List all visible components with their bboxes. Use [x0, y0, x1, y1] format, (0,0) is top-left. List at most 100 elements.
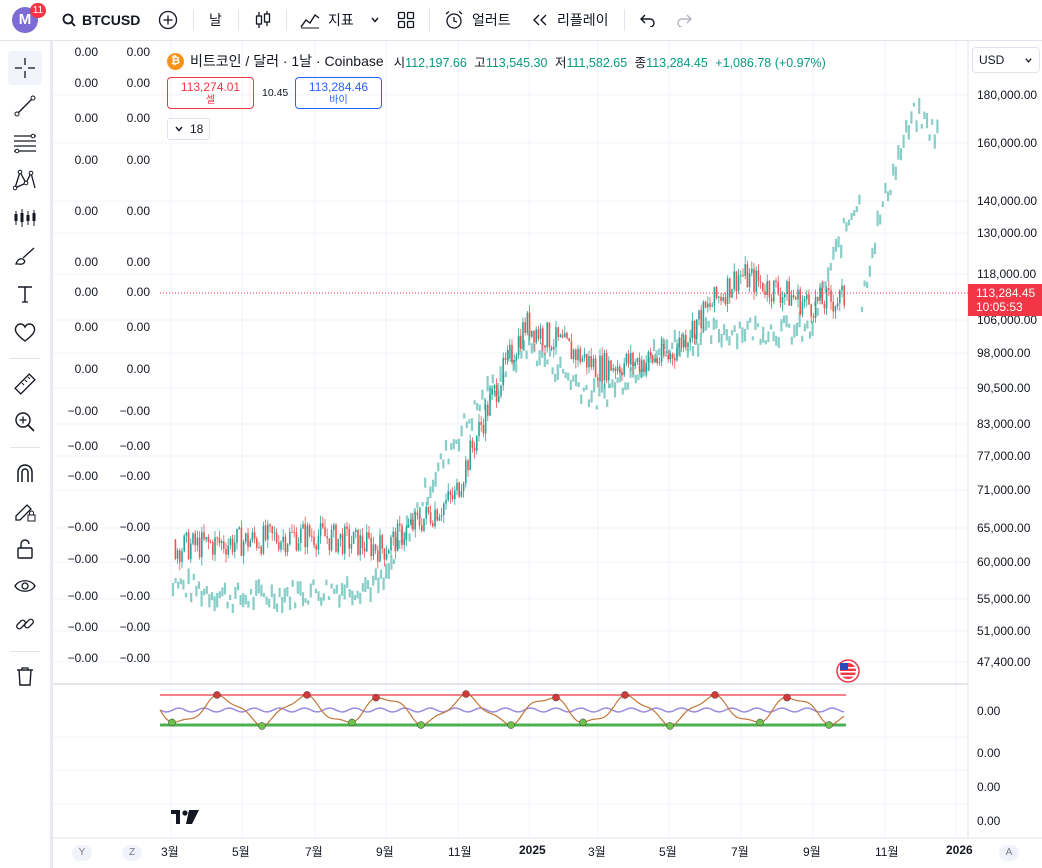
- candle-body: [374, 544, 377, 551]
- zoom-in-icon: [15, 412, 35, 432]
- candle-body: [469, 440, 471, 471]
- undo-button[interactable]: [638, 0, 656, 40]
- candle-body: [284, 536, 287, 552]
- symbol-title[interactable]: 비트코인 / 달러 · 1날 · Coinbase: [190, 53, 384, 69]
- candle-body: [405, 527, 408, 540]
- candle-body: [792, 295, 795, 298]
- candle-body: [183, 535, 185, 552]
- candle-body: [610, 360, 612, 371]
- candle-body: [828, 288, 830, 290]
- brush-tool[interactable]: [8, 239, 42, 273]
- buy-signal-dot: [666, 722, 674, 730]
- sell-button[interactable]: 113,274.01 셀: [167, 77, 254, 109]
- spread-value: 10.45: [262, 87, 289, 99]
- text-tool[interactable]: [8, 277, 42, 311]
- grid-layout-icon: [397, 11, 415, 29]
- indicator-value: 0.00: [126, 285, 150, 299]
- candle-body: [289, 532, 291, 545]
- candle-body: [654, 358, 656, 362]
- candle-body: [487, 404, 489, 416]
- trend-line-tool[interactable]: [8, 89, 42, 123]
- chart-type-button[interactable]: [254, 0, 272, 40]
- price-axis-label: 77,000.00: [977, 449, 1031, 463]
- candle-body: [509, 344, 511, 350]
- currency-select[interactable]: USD: [972, 47, 1040, 73]
- candle-body: [748, 272, 751, 288]
- log-scale-button[interactable]: Y: [72, 845, 92, 861]
- pattern-tool[interactable]: [8, 163, 42, 197]
- layouts-button[interactable]: [397, 0, 415, 40]
- indicator-value: 0.00: [126, 153, 150, 167]
- sync-drawings-tool[interactable]: [8, 607, 42, 641]
- candle-body: [775, 280, 777, 283]
- candle-body: [517, 335, 520, 356]
- replay-button[interactable]: 리플레이: [531, 0, 609, 40]
- candle-body: [352, 531, 355, 544]
- candle-body: [344, 526, 346, 554]
- candle-body: [359, 535, 361, 555]
- candle-body: [665, 355, 667, 356]
- crosshair-tool[interactable]: [8, 51, 42, 85]
- time-axis-label: 5월: [659, 845, 677, 859]
- candle-body: [348, 528, 350, 549]
- candle-body: [194, 533, 196, 546]
- candle-body: [403, 539, 405, 545]
- candle-body: [385, 553, 388, 560]
- candle-body: [632, 352, 634, 367]
- candles-forecast-icon: [14, 209, 36, 227]
- magnet-tool[interactable]: [8, 456, 42, 490]
- price-axis-label: 140,000.00: [977, 194, 1038, 208]
- forecast-tool[interactable]: [8, 201, 42, 235]
- candle-body: [781, 297, 784, 303]
- candle-body: [203, 532, 205, 540]
- candle-body: [704, 301, 707, 308]
- candle-body: [603, 353, 606, 381]
- price-chart[interactable]: [0, 41, 1042, 868]
- alert-button[interactable]: 얼러트: [444, 0, 511, 40]
- zoom-reset-button[interactable]: Z: [122, 845, 142, 861]
- indicator-templates-dropdown[interactable]: [370, 0, 380, 40]
- candle-body: [267, 524, 269, 540]
- symbol-search-button[interactable]: BTCUSD: [62, 0, 140, 40]
- compare-symbol-button[interactable]: [158, 0, 178, 40]
- indicators-button[interactable]: 지표: [300, 0, 354, 40]
- candle-body: [498, 396, 500, 402]
- candle-body: [817, 296, 819, 301]
- candle-body: [689, 338, 691, 343]
- symbol-label: BTCUSD: [82, 12, 141, 28]
- candle-body: [746, 264, 749, 288]
- top-toolbar: M 11 BTCUSD 날 지표 얼러트 리플레이: [0, 0, 1042, 41]
- candle-body: [531, 330, 533, 337]
- us-flag-event-icon[interactable]: [836, 659, 860, 683]
- candle-body: [797, 289, 799, 300]
- pencil-lock-icon: [15, 504, 36, 522]
- indicator-value: −0.00: [67, 589, 98, 603]
- favorites-tool[interactable]: [8, 315, 42, 349]
- interval-button[interactable]: 날: [209, 0, 222, 40]
- zoom-in-tool[interactable]: [8, 405, 42, 439]
- bitcoin-logo-icon: ₿: [167, 52, 184, 70]
- candle-body: [456, 482, 458, 491]
- hide-drawings-tool[interactable]: [8, 569, 42, 603]
- measure-tool[interactable]: [8, 367, 42, 401]
- candle-body: [220, 541, 223, 544]
- buy-button[interactable]: 113,284.46 바이: [295, 77, 382, 109]
- indicators-collapse-button[interactable]: 18: [167, 118, 211, 140]
- indicator-value: −0.00: [119, 552, 150, 566]
- add-circle-icon: [158, 10, 178, 30]
- candle-body: [198, 537, 201, 558]
- redo-button[interactable]: [676, 0, 694, 40]
- candle-body: [786, 281, 788, 294]
- fib-retracement-tool[interactable]: [8, 126, 42, 160]
- indicator-value: −0.00: [67, 439, 98, 453]
- indicator-value: 0.00: [126, 255, 150, 269]
- remove-drawings-tool[interactable]: [8, 659, 42, 693]
- candle-body: [803, 299, 806, 302]
- lock-drawings-tool[interactable]: [8, 494, 42, 528]
- lock-all-tool[interactable]: [8, 532, 42, 566]
- price-axis-label: 180,000.00: [977, 88, 1038, 102]
- sell-price: 113,274.01: [180, 80, 241, 94]
- auto-scale-button[interactable]: A: [999, 845, 1019, 861]
- candle-body: [196, 537, 199, 546]
- candle-body: [484, 404, 487, 434]
